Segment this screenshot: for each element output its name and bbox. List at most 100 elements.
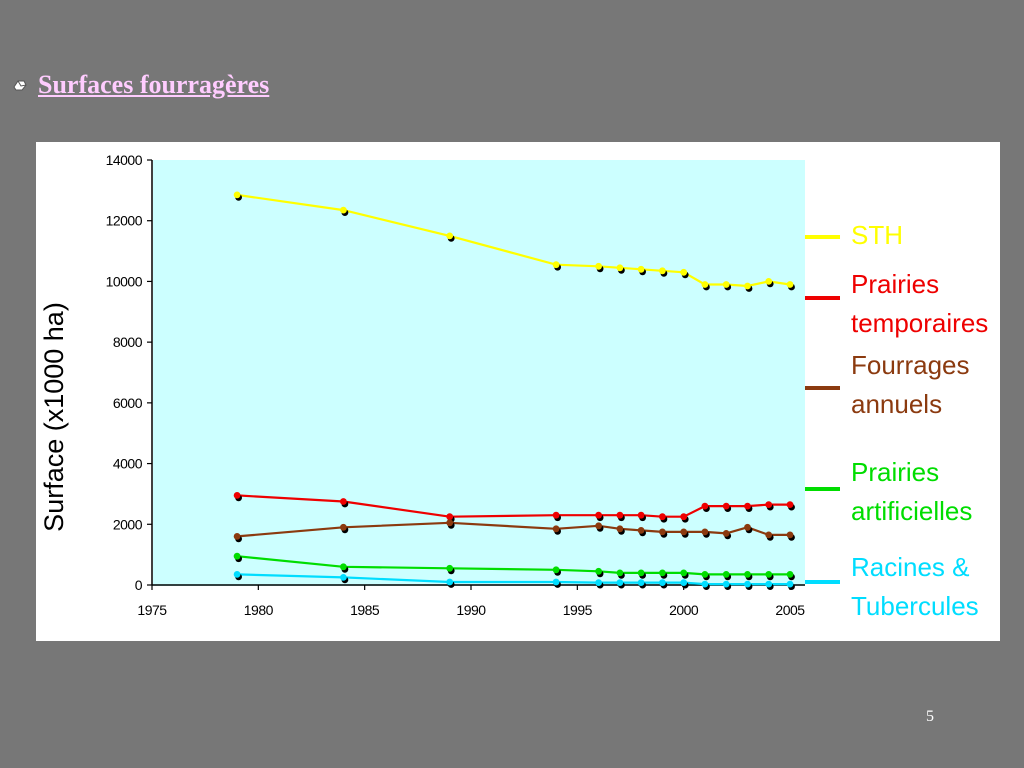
data-point (595, 567, 602, 575)
data-point (722, 571, 730, 578)
data-point (765, 278, 773, 285)
series-line (237, 573, 790, 586)
data-point (340, 574, 347, 581)
data-point (744, 571, 751, 578)
data-point (552, 525, 560, 533)
data-point (680, 528, 688, 536)
data-point (446, 519, 454, 527)
series-1 (233, 492, 795, 523)
data-point (595, 511, 602, 519)
page-number: 5 (926, 708, 934, 725)
y-tick-label: 12000 (106, 213, 143, 229)
data-point (340, 563, 347, 571)
data-point (637, 511, 645, 519)
data-point (340, 206, 347, 214)
data-point (552, 261, 560, 269)
legend-label: Fourrages (851, 350, 970, 380)
data-point (744, 282, 751, 290)
data-point (680, 268, 688, 276)
data-point (680, 569, 688, 577)
x-tick-label: 2005 (775, 602, 805, 618)
data-point (765, 571, 773, 578)
data-point (616, 525, 624, 533)
title-row: Surfaces fourragères (12, 70, 269, 100)
data-point (446, 564, 454, 572)
data-point (722, 281, 730, 288)
data-point (744, 523, 751, 531)
data-point (616, 264, 624, 272)
x-tick-label: 2000 (669, 602, 699, 618)
data-point (616, 569, 624, 577)
series-0 (233, 191, 795, 292)
y-tick-label: 4000 (113, 456, 143, 472)
data-point (552, 578, 560, 586)
data-point (659, 513, 666, 521)
data-point (765, 501, 773, 508)
bullet-icon (13, 80, 27, 91)
data-point (722, 502, 730, 510)
chart-panel: 0 2000 4000 6000 8000 10000 12000 14000 1975 1980… (36, 142, 1000, 641)
data-point (701, 571, 709, 578)
data-point (637, 579, 645, 586)
y-tick-label: 0 (135, 577, 143, 593)
data-point (765, 580, 773, 588)
series-line (237, 521, 790, 538)
series-4 (233, 571, 795, 590)
series-group (233, 191, 795, 590)
data-point (552, 511, 560, 519)
data-point (701, 502, 709, 510)
data-point (637, 569, 645, 577)
y-tick-label: 10000 (106, 273, 143, 289)
slide-title: Surfaces fourragères (38, 70, 270, 99)
line-chart: 0 2000 4000 6000 8000 10000 12000 14000 1975 1980… (39, 152, 988, 621)
data-point (701, 580, 709, 588)
legend-label: STH (851, 220, 903, 250)
data-point (744, 580, 751, 588)
data-point (340, 523, 347, 531)
series-line (236, 193, 791, 288)
plot-area (153, 160, 805, 586)
x-tick-label: 1975 (137, 602, 167, 618)
x-tick-label: 1985 (350, 602, 380, 618)
data-point (786, 501, 794, 508)
legend-label: artificielles (851, 496, 972, 526)
data-point (765, 531, 773, 539)
legend-label: Prairies (851, 269, 939, 299)
data-point (446, 578, 454, 586)
y-axis-label: Surface (x1000 ha) (39, 302, 69, 532)
data-point (680, 513, 688, 521)
data-point (786, 580, 794, 588)
data-point (233, 552, 241, 560)
data-point (616, 511, 624, 519)
legend-label: Tubercules (851, 591, 979, 621)
data-point (552, 566, 560, 574)
data-point (786, 531, 794, 539)
y-axis-title: Surface (x1000 ha) (39, 302, 69, 532)
data-point (340, 498, 347, 505)
data-point (680, 579, 688, 586)
legend-label: Racines & (851, 552, 970, 582)
y-tick-label: 2000 (113, 516, 143, 532)
data-point (595, 262, 602, 270)
data-point (233, 533, 241, 540)
y-tick-label: 6000 (113, 395, 143, 411)
data-point (722, 580, 730, 588)
data-point (616, 579, 624, 586)
legend-label: Prairies (851, 457, 939, 487)
data-point (701, 528, 709, 536)
data-point (786, 571, 794, 578)
data-point (659, 569, 666, 577)
y-tick-label: 8000 (113, 334, 143, 350)
x-tick-label: 1980 (244, 602, 274, 618)
data-point (659, 579, 666, 586)
data-point (595, 579, 602, 586)
y-tick-label: 14000 (106, 152, 143, 168)
legend: STH Prairies temporaires Fourrages annuels Pr… (805, 220, 988, 621)
data-point (446, 232, 454, 240)
data-point (637, 265, 645, 273)
data-point (701, 281, 709, 288)
legend-label: temporaires (851, 308, 988, 338)
legend-label: annuels (851, 389, 942, 419)
data-point (446, 513, 454, 521)
x-tick-label: 1995 (563, 602, 593, 618)
